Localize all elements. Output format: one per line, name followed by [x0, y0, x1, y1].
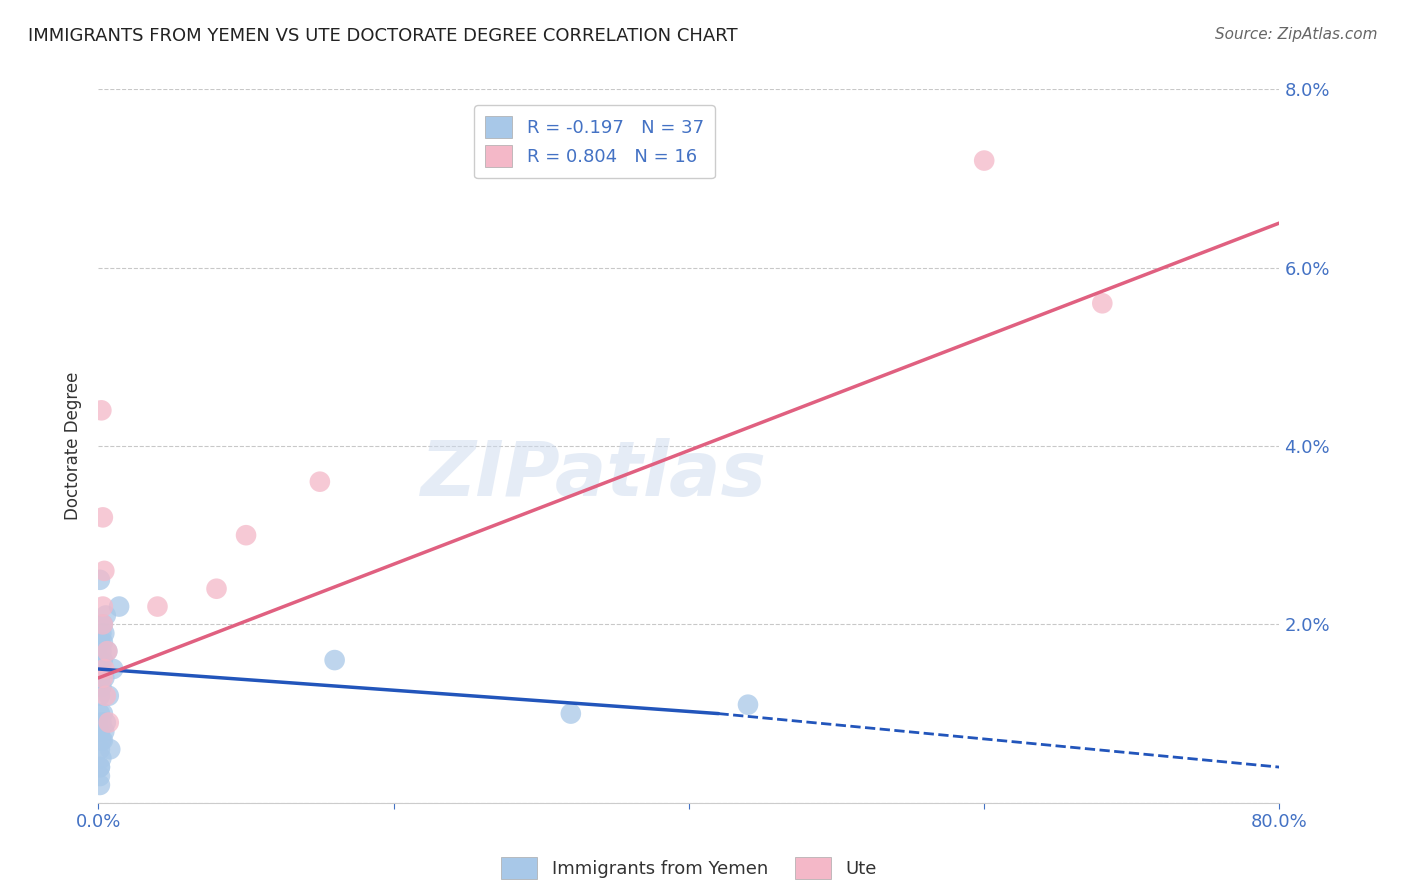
Text: IMMIGRANTS FROM YEMEN VS UTE DOCTORATE DEGREE CORRELATION CHART: IMMIGRANTS FROM YEMEN VS UTE DOCTORATE D…	[28, 27, 738, 45]
Point	[91, 733, 114, 747]
Point	[97, 715, 120, 730]
Point	[91, 510, 114, 524]
Point	[235, 528, 257, 542]
Point	[108, 599, 131, 614]
Point	[98, 742, 121, 756]
Text: ZIPatlas: ZIPatlas	[422, 438, 768, 511]
Point	[93, 724, 115, 739]
Point	[89, 742, 111, 756]
Point	[309, 475, 332, 489]
Point	[89, 760, 111, 774]
Point	[91, 599, 114, 614]
Point	[89, 689, 111, 703]
Point	[323, 653, 346, 667]
Point	[91, 617, 114, 632]
Text: Source: ZipAtlas.com: Source: ZipAtlas.com	[1215, 27, 1378, 42]
Point	[973, 153, 995, 168]
Point	[91, 617, 114, 632]
Point	[97, 689, 120, 703]
Point	[93, 626, 115, 640]
Point	[94, 689, 117, 703]
Point	[89, 653, 111, 667]
Point	[90, 403, 112, 417]
Point	[90, 662, 112, 676]
Point	[89, 769, 111, 783]
Point	[91, 671, 114, 685]
Point	[90, 644, 112, 658]
Point	[91, 653, 114, 667]
Point	[205, 582, 228, 596]
Point	[93, 662, 115, 676]
Point	[103, 662, 125, 676]
Point	[89, 760, 111, 774]
Point	[93, 671, 115, 685]
Point	[89, 635, 111, 649]
Legend: Immigrants from Yemen, Ute: Immigrants from Yemen, Ute	[494, 850, 884, 887]
Point	[89, 724, 111, 739]
Point	[93, 564, 115, 578]
Y-axis label: Doctorate Degree: Doctorate Degree	[65, 372, 83, 520]
Point	[96, 644, 118, 658]
Point	[89, 706, 111, 721]
Point	[90, 680, 112, 694]
Point	[90, 715, 112, 730]
Point	[1091, 296, 1114, 310]
Point	[94, 715, 117, 730]
Point	[96, 644, 118, 658]
Point	[90, 626, 112, 640]
Point	[89, 573, 111, 587]
Point	[737, 698, 759, 712]
Point	[90, 733, 112, 747]
Point	[89, 778, 111, 792]
Point	[91, 635, 114, 649]
Point	[90, 751, 112, 765]
Point	[89, 671, 111, 685]
Point	[91, 706, 114, 721]
Point	[94, 608, 117, 623]
Point	[560, 706, 582, 721]
Point	[146, 599, 169, 614]
